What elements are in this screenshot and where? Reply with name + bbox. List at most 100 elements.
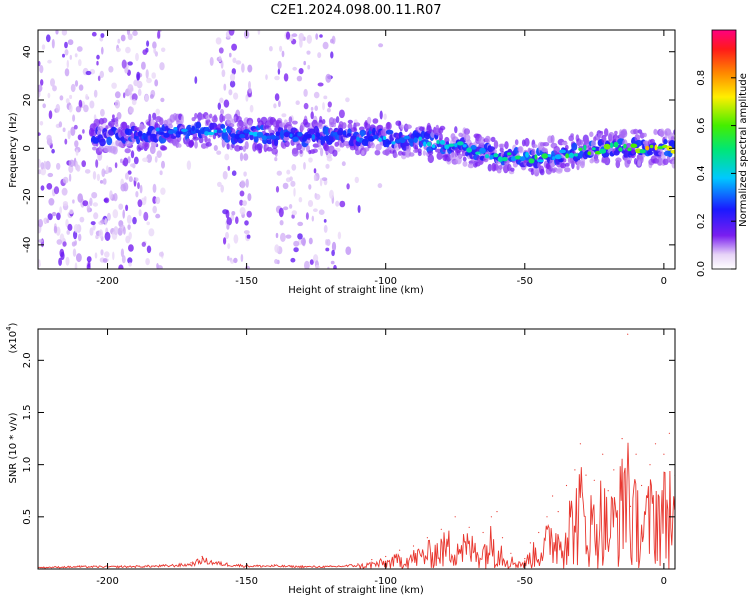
- colorbar-label: Normalized spectral amplitude: [738, 73, 749, 227]
- snr-data-point: [654, 443, 657, 445]
- ridge-peak-point: [159, 131, 165, 135]
- ridge-peak-point: [248, 131, 254, 136]
- ridge-peak-point: [610, 142, 614, 149]
- ridge-peak-point: [456, 141, 464, 146]
- ridge-peak-point: [578, 147, 583, 151]
- snr-x-axis: -200 -150 -100 -50 0: [96, 329, 667, 587]
- snr-data-point: [201, 555, 203, 558]
- x-tick-label: -150: [235, 276, 258, 287]
- ridge-peak-point: [178, 131, 182, 135]
- ridge-peak-point: [554, 154, 562, 160]
- ridge-peak-point: [342, 130, 347, 136]
- ridge-peak-point: [587, 151, 592, 156]
- ridge-peak-point: [537, 159, 544, 163]
- snr-data-point: [510, 552, 512, 554]
- snr-data-point: [412, 545, 415, 547]
- y-tick-label: 0: [22, 145, 33, 151]
- ridge-peak-point: [525, 151, 529, 158]
- snr-data-point: [602, 453, 604, 455]
- y-tick-label: 0.5: [22, 509, 33, 525]
- ridge-peak-point: [323, 135, 330, 142]
- snr-data-point: [385, 555, 387, 558]
- ridge-peak-point: [426, 141, 432, 147]
- snr-data-point: [440, 528, 442, 530]
- ridge-peak-point: [222, 128, 227, 133]
- snr-data-point: [490, 516, 492, 518]
- ridge-peak-point: [485, 154, 489, 159]
- ridge-peak-point: [408, 138, 415, 144]
- svg-text:(x104): (x104): [5, 322, 19, 353]
- colorbar-tick-label: 0.0: [696, 261, 707, 277]
- snr-marks: [38, 333, 675, 569]
- snr-data-point: [627, 333, 629, 335]
- ridge-peak-point: [591, 147, 596, 151]
- colorbar-tick-label: 0.8: [696, 70, 707, 86]
- ridge-peak-point: [239, 133, 246, 139]
- x-tick-label: -50: [517, 576, 533, 587]
- snr-trace: [38, 442, 675, 569]
- ridge-peak-point: [382, 136, 387, 140]
- ridge-peak-point: [519, 156, 526, 161]
- colorbar-ticks: 0.0 0.2 0.4 0.6 0.8: [696, 70, 736, 277]
- ridge-peak-point: [466, 147, 473, 153]
- colorbar-tick-label: 0.4: [696, 165, 707, 181]
- ridge-peak-point: [618, 147, 623, 152]
- ridge-peak-point: [489, 154, 494, 160]
- colorbar-gradient: [712, 30, 736, 269]
- snr-data-point: [621, 438, 623, 440]
- snr-data-point: [668, 432, 671, 434]
- snr-data-point: [357, 563, 359, 565]
- ridge-peak-point: [137, 131, 142, 137]
- x-tick-label: -200: [96, 276, 119, 287]
- ridge-peak-point: [266, 135, 272, 139]
- ridge-peak-point: [372, 135, 379, 140]
- ridge-peak-point: [261, 135, 268, 141]
- x-tick-label: -200: [96, 576, 119, 587]
- snr-data-point: [79, 565, 81, 567]
- ridge-peak-point: [337, 130, 344, 136]
- snr-data-point: [218, 561, 220, 563]
- ridge-peak-point: [649, 144, 654, 149]
- ridge-peak-point: [146, 131, 152, 136]
- snr-data-point: [501, 537, 504, 539]
- ridge-peak-point: [204, 131, 210, 136]
- snr-data-point: [529, 542, 532, 544]
- snr-data-point: [524, 558, 526, 560]
- spectrogram-marks: [38, 30, 675, 269]
- snr-data-point: [649, 464, 651, 466]
- ridge-peak-point: [547, 154, 552, 157]
- ridge-peak-point: [216, 130, 224, 133]
- ridge-peak-point: [311, 134, 316, 140]
- ridge-peak-point: [243, 129, 251, 134]
- ridge-peak-point: [454, 143, 458, 148]
- ridge-peak-point: [167, 129, 175, 135]
- snr-data-point: [371, 559, 373, 561]
- ridge-peak-point: [439, 140, 446, 145]
- ridge-peak-point: [541, 153, 549, 159]
- ridge-peak-point: [133, 135, 137, 140]
- snr-data-point: [579, 443, 582, 445]
- snr-data-point: [574, 469, 576, 471]
- ridge-peak-point: [199, 129, 205, 134]
- ridge-peak-point: [645, 145, 650, 151]
- ridge-peak-point: [315, 132, 321, 138]
- ridge-peak-point: [280, 133, 284, 140]
- y-tick-label: 40: [22, 45, 33, 58]
- snr-data-point: [613, 469, 615, 471]
- ridge-peak-point: [507, 152, 512, 156]
- ridge-peak-point: [559, 149, 566, 154]
- ridge-peak-point: [163, 132, 170, 138]
- y-tick-label: 2.0: [22, 352, 33, 368]
- snr-data-point: [162, 564, 164, 566]
- snr-x-label: Height of straight line (km): [288, 585, 424, 596]
- ridge-peak-point: [386, 140, 392, 145]
- ridge-peak-point: [662, 144, 668, 149]
- ridge-peak-point: [187, 131, 191, 137]
- ridge-peak-point: [462, 144, 467, 148]
- ridge-peak-point: [479, 147, 486, 154]
- snr-data-point: [301, 565, 303, 567]
- snr-data-point: [635, 453, 637, 455]
- ridge-peak-point: [413, 137, 418, 144]
- snr-data-point: [546, 516, 548, 518]
